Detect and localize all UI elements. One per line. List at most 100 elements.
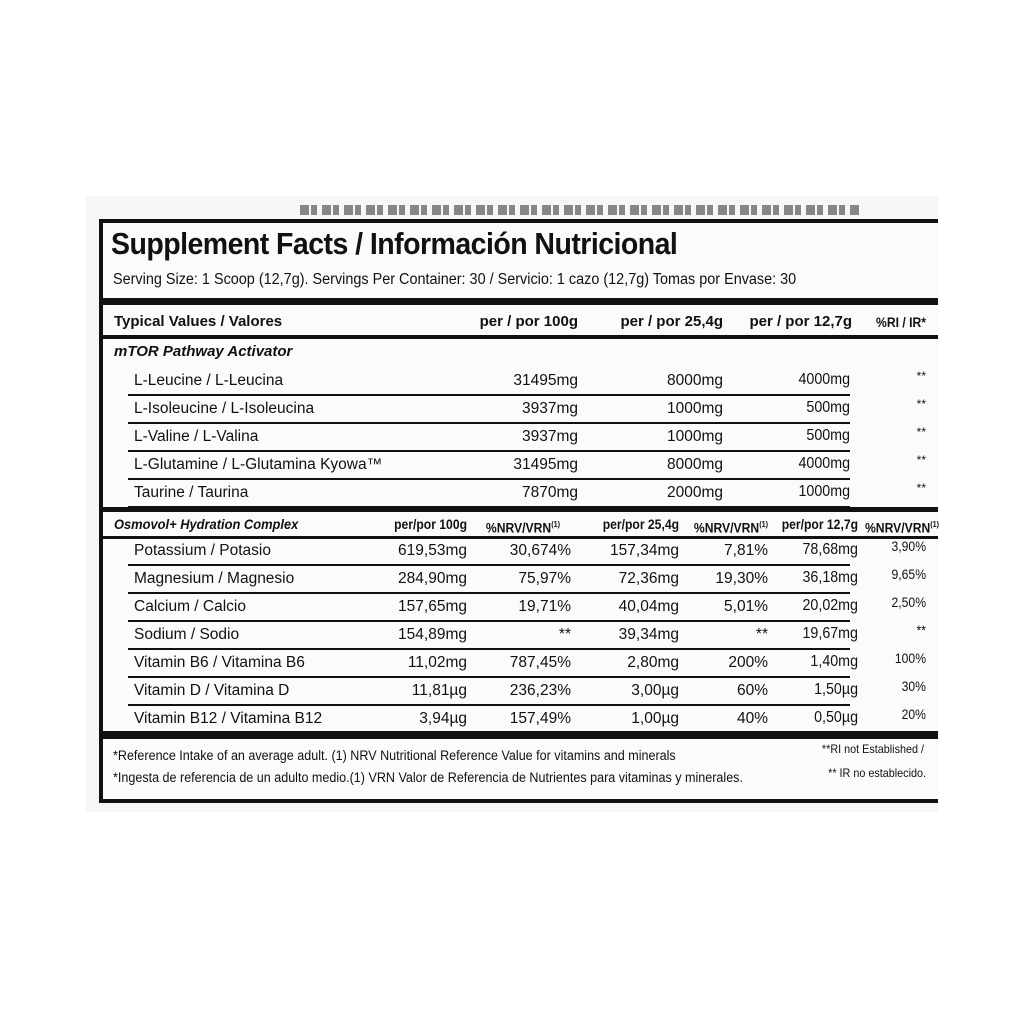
header-per-100g: per / por 100g <box>479 313 578 330</box>
value-per-25-4g: 2,80mg <box>627 654 679 671</box>
ri-value: ** <box>916 453 926 467</box>
header-per-12-7g: per / por 12,7g <box>749 313 852 330</box>
value-per-25-4g: 8000mg <box>666 372 723 389</box>
nrv-per-100g: 19,71% <box>518 598 571 615</box>
value-per-100g: 284,90mg <box>398 570 467 587</box>
nrv-per-12-7g: 9,65% <box>891 567 926 582</box>
nrv-per-25-4g: 200% <box>728 654 768 671</box>
row-divider <box>128 478 850 480</box>
value-per-12-7g: 1000mg <box>798 483 850 500</box>
footnote-ri-es: ** IR no establecido. <box>828 766 926 780</box>
nrv-per-25-4g: 5,01% <box>724 598 768 615</box>
osmo-section-title: Osmovol+ Hydration Complex <box>114 516 299 532</box>
nutrient-name: Calcium / Calcio <box>134 598 246 615</box>
header-typical-values: Typical Values / Valores <box>114 313 283 330</box>
header-ri: %RI / IR* <box>876 315 926 330</box>
row-divider <box>128 394 850 396</box>
osmo-header-nrv-100g: %NRV/VRN(1) <box>485 520 560 536</box>
value-per-25-4g: 1,00µg <box>631 710 679 727</box>
value-per-25-4g: 157,34mg <box>610 542 679 559</box>
footnote-ri-en: **RI not Established / <box>821 742 924 756</box>
value-per-100g: 3937mg <box>521 400 578 417</box>
divider-thick-bottom <box>103 731 938 739</box>
ri-value: ** <box>916 369 926 383</box>
nrv-per-100g: ** <box>558 626 571 643</box>
value-per-12-7g: 1,50µg <box>814 681 858 698</box>
nutrient-name: L-Leucine / L-Leucina <box>134 372 284 389</box>
divider-thick <box>103 298 938 305</box>
value-per-12-7g: 4000mg <box>798 371 850 388</box>
value-per-100g: 31495mg <box>513 372 578 389</box>
divider-section <box>103 507 938 512</box>
row-divider <box>128 422 850 424</box>
value-per-25-4g: 1000mg <box>666 428 723 445</box>
value-per-100g: 3,94µg <box>419 710 467 727</box>
nutrient-name: Vitamin B6 / Vitamina B6 <box>134 654 305 671</box>
value-per-12-7g: 4000mg <box>798 455 850 472</box>
nrv-per-12-7g: 20% <box>901 707 926 722</box>
nrv-per-100g: 236,23% <box>509 682 571 699</box>
value-per-25-4g: 72,36mg <box>618 570 679 587</box>
nrv-per-25-4g: ** <box>755 626 768 643</box>
nrv-per-25-4g: 60% <box>736 682 768 699</box>
nutrient-name: L-Glutamine / L-Glutamina Kyowa™ <box>134 456 383 473</box>
nrv-per-100g: 75,97% <box>518 570 571 587</box>
nutrient-name: L-Valine / L-Valina <box>134 428 259 445</box>
value-per-100g: 3937mg <box>521 428 578 445</box>
ri-value: ** <box>916 397 926 411</box>
nrv-per-100g: 30,674% <box>509 542 571 559</box>
nutrient-name: Taurine / Taurina <box>134 484 249 501</box>
ri-value: ** <box>916 481 926 495</box>
value-per-100g: 154,89mg <box>398 626 467 643</box>
nrv-per-12-7g: 100% <box>894 651 926 666</box>
value-per-25-4g: 39,34mg <box>618 626 679 643</box>
nrv-per-25-4g: 7,81% <box>724 542 768 559</box>
value-per-12-7g: 500mg <box>806 427 850 444</box>
nrv-per-25-4g: 40% <box>736 710 768 727</box>
row-divider <box>128 648 850 650</box>
value-per-12-7g: 20,02mg <box>802 597 858 614</box>
value-per-25-4g: 1000mg <box>666 400 723 417</box>
divider-header <box>103 335 938 339</box>
nutrient-name: Potassium / Potasio <box>134 542 271 559</box>
value-per-25-4g: 8000mg <box>666 456 723 473</box>
nrv-per-25-4g: 19,30% <box>715 570 768 587</box>
row-divider <box>128 564 850 566</box>
row-divider <box>128 704 850 706</box>
value-per-12-7g: 78,68mg <box>802 541 858 558</box>
row-divider <box>128 592 850 594</box>
nrv-per-100g: 787,45% <box>509 654 571 671</box>
row-divider <box>128 450 850 452</box>
footnote-en: *Reference Intake of an average adult. (… <box>113 748 676 763</box>
osmo-header-per-100g: per/por 100g <box>394 517 467 532</box>
value-per-25-4g: 3,00µg <box>631 682 679 699</box>
nrv-per-100g: 157,49% <box>509 710 571 727</box>
panel-title: Supplement Facts / Información Nutricion… <box>111 226 678 261</box>
row-divider <box>128 676 850 678</box>
value-per-100g: 7870mg <box>521 484 578 501</box>
value-per-12-7g: 1,40mg <box>810 653 858 670</box>
nrv-per-12-7g: ** <box>916 623 926 638</box>
nrv-per-12-7g: 30% <box>901 679 926 694</box>
nutrient-name: Magnesium / Magnesio <box>134 570 295 587</box>
serving-info: Serving Size: 1 Scoop (12,7g). Servings … <box>113 271 797 288</box>
value-per-12-7g: 0,50µg <box>814 709 858 726</box>
nrv-per-12-7g: 2,50% <box>891 595 926 610</box>
value-per-100g: 11,02mg <box>407 654 467 671</box>
value-per-12-7g: 19,67mg <box>802 625 858 642</box>
divider-osmo-header <box>103 536 938 539</box>
nutrient-name: Sodium / Sodio <box>134 626 240 643</box>
nutrient-name: L-Isoleucine / L-Isoleucina <box>134 400 315 417</box>
nutrient-name: Vitamin B12 / Vitamina B12 <box>134 710 323 727</box>
cropped-label-text <box>300 205 860 215</box>
nutrient-name: Vitamin D / Vitamina D <box>134 682 290 699</box>
osmo-header-per-12-7g: per/por 12,7g <box>781 517 858 532</box>
ri-value: ** <box>916 425 926 439</box>
footnote-es: *Ingesta de referencia de un adulto medi… <box>113 770 743 785</box>
value-per-25-4g: 40,04mg <box>618 598 679 615</box>
value-per-12-7g: 36,18mg <box>802 569 858 586</box>
header-per-25-4g: per / por 25,4g <box>620 313 723 330</box>
nrv-per-12-7g: 3,90% <box>891 539 926 554</box>
osmo-header-nrv-12-7g: %NRV/VRN(1) <box>865 520 940 536</box>
osmo-header-per-25-4g: per/por 25,4g <box>602 517 679 532</box>
